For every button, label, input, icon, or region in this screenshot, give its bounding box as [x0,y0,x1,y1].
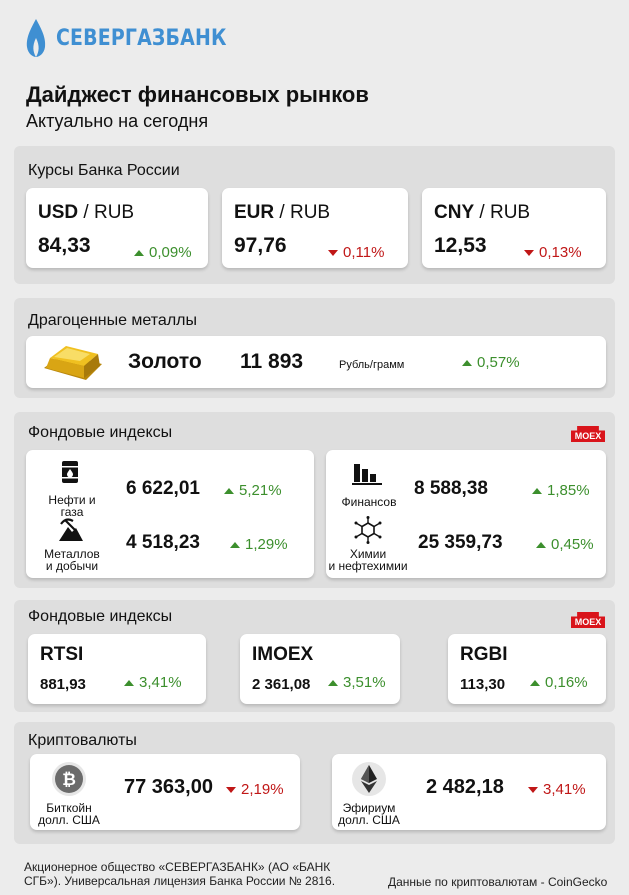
sector-change: 1,85% [532,482,590,499]
index-value: 113,30 [460,676,506,693]
bitcoin-icon: ₿ [52,762,86,796]
sector-label: Химии и нефтехимии [328,547,408,573]
sector-change: 5,21% [224,482,282,499]
molecule-icon [354,516,382,544]
arrow-up-icon [462,359,472,366]
arrow-down-icon [528,786,538,793]
sector-label: Нефти и газа [48,493,96,519]
panel-title: Фондовые индексы [28,608,173,625]
index-card-rtsi: RTSI 881,93 3,41% [28,634,206,704]
crypto-panel: Криптовалюты ₿ Биткойн долл. США 77 363,0… [14,722,615,844]
sector-value: 4 518,23 [126,532,200,553]
sector-indices-panel: Фондовые индексы MOEX Нефти и газа 6 622… [14,412,615,588]
sector-change: 1,29% [230,536,288,553]
rate-change: 0,11% [328,244,384,261]
data-source-note: Данные по криптовалютам - CoinGecko [388,875,608,889]
arrow-up-icon [328,679,338,686]
currency-pair: USD / RUB [38,202,135,223]
rate-value: 12,53 [434,234,487,257]
gas-flame-icon [26,19,46,57]
ethereum-icon [352,762,386,796]
panel-title: Драгоценные металлы [28,312,197,329]
index-value: 881,93 [40,676,86,693]
cbr-rates-panel: Курсы Банка России USD / RUB 84,33 0,09%… [14,146,615,284]
crypto-value: 77 363,00 [124,776,213,798]
arrow-up-icon [134,249,144,256]
arrow-up-icon [230,541,240,548]
sector-card-right: Финансов 8 588,38 1,85% Химии и нефтехими… [326,450,606,578]
sector-value: 6 622,01 [126,478,200,499]
rate-change: 0,09% [134,244,192,261]
arrow-down-icon [524,249,534,256]
index-name: IMOEX [252,644,314,665]
index-change: 3,41% [124,674,182,691]
sector-label: Финансов [341,495,397,509]
rate-value: 84,33 [38,234,91,257]
rate-card-cny: CNY / RUB 12,53 0,13% [422,188,606,268]
index-change: 0,16% [530,674,588,691]
currency-pair: EUR / RUB [234,202,331,223]
index-card-imoex: IMOEX 2 361,08 3,51% [240,634,400,704]
crypto-change: 3,41% [528,781,586,798]
metal-unit: Рубль/грамм [339,359,405,371]
panel-title: Фондовые индексы [28,424,173,441]
bar-chart-icon [352,464,382,485]
crypto-value: 2 482,18 [426,776,504,798]
arrow-up-icon [532,487,542,494]
gold-card: Золото 11 893 Рубль/грамм 0,57% [26,336,606,388]
oil-barrel-icon [62,461,78,483]
bank-logo: СЕВЕРГАЗБАНК [24,16,254,60]
ethereum-glyph [361,765,377,793]
index-card-rgbi: RGBI 113,30 0,16% [448,634,606,704]
index-value: 2 361,08 [252,676,311,693]
crypto-card-eth: Эфириум долл. США 2 482,18 3,41% [332,754,606,830]
crypto-change: 2,19% [226,781,284,798]
currency-pair: CNY / RUB [434,202,531,223]
arrow-up-icon [530,679,540,686]
sector-value: 25 359,73 [418,532,503,553]
sector-change: 0,45% [536,536,594,553]
brand-name: СЕВЕРГАЗБАНК [56,25,227,51]
panel-title: Криптовалюты [28,732,137,749]
gold-bar-icon [44,346,102,380]
bitcoin-glyph: ₿ [55,765,83,793]
index-change: 3,51% [328,674,386,691]
metal-change: 0,57% [462,354,520,371]
rate-card-eur: EUR / RUB 97,76 0,11% [222,188,408,268]
crypto-card-btc: ₿ Биткойн долл. США 77 363,00 2,19% [30,754,300,830]
crypto-label: Биткойн долл. США [38,801,100,827]
sector-card-left: Нефти и газа 6 622,01 5,21% Металлов и до… [26,450,314,578]
stock-indices-panel: Фондовые индексы MOEX RTSI 881,93 3,41% … [14,600,615,712]
arrow-up-icon [124,679,134,686]
panel-title: Курсы Банка России [28,162,180,179]
page-title: Дайджест финансовых рынков [26,82,369,107]
arrow-down-icon [226,786,236,793]
svg-text:₿: ₿ [62,770,76,790]
mining-icon [59,518,83,541]
moex-logo: MOEX [571,426,605,442]
metal-name: Золото [128,350,202,373]
metal-value: 11 893 [240,350,304,373]
sector-label: Металлов и добычи [44,547,100,573]
arrow-down-icon [328,249,338,256]
arrow-up-icon [224,487,234,494]
rate-change: 0,13% [524,244,582,261]
page-subtitle: Актуально на сегодня [26,111,209,131]
rate-card-usd: USD / RUB 84,33 0,09% [26,188,208,268]
index-name: RGBI [460,644,508,665]
sector-value: 8 588,38 [414,478,488,499]
index-name: RTSI [40,644,84,665]
crypto-label: Эфириум долл. США [338,801,400,827]
arrow-up-icon [536,541,546,548]
rate-value: 97,76 [234,234,287,257]
moex-logo: MOEX [571,612,605,628]
legal-disclaimer: Акционерное общество «СЕВЕРГАЗБАНК» (АО … [24,860,336,888]
metals-panel: Драгоценные металлы Золото 11 893 Рубль/… [14,298,615,398]
